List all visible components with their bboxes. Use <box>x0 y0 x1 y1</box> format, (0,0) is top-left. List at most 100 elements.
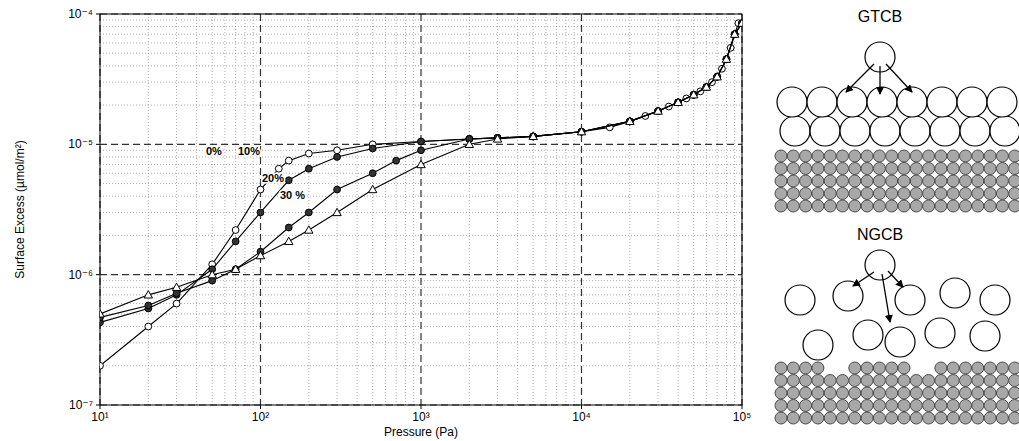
series-marker <box>655 108 662 115</box>
adsorbate-molecule <box>803 330 833 360</box>
substrate-atom <box>1009 200 1019 212</box>
substrate-atom <box>960 150 972 162</box>
x-tick-label: 10⁵ <box>733 410 751 424</box>
substrate-atom <box>886 188 898 200</box>
substrate-atom <box>861 400 873 412</box>
substrate-atom <box>1009 150 1019 162</box>
minor-grid-x <box>533 14 534 405</box>
substrate-atom <box>1009 188 1019 200</box>
series-line <box>100 23 742 314</box>
minor-grid-x <box>706 14 707 405</box>
series-marker <box>393 157 400 164</box>
substrate-atom <box>824 400 836 412</box>
substrate-atom <box>873 175 885 187</box>
series-marker <box>530 133 537 140</box>
substrate-atom <box>775 150 787 162</box>
grid-line-y <box>100 274 742 275</box>
substrate-atom <box>996 387 1008 399</box>
substrate-atom <box>886 163 898 175</box>
minor-grid-y <box>100 287 742 288</box>
series-marker <box>418 138 425 145</box>
y-tick <box>96 274 100 275</box>
substrate-atom <box>812 412 824 424</box>
series-marker <box>690 91 697 98</box>
series-marker <box>418 138 425 145</box>
minor-grid-x <box>235 14 236 405</box>
substrate-atom <box>947 387 959 399</box>
substrate-atom <box>947 150 959 162</box>
x-tick <box>742 405 743 409</box>
adsorbate-molecule <box>780 116 810 146</box>
adsorbate-molecule <box>833 281 863 311</box>
y-tick <box>96 144 100 145</box>
substrate-atom <box>935 375 947 387</box>
series-marker <box>232 227 239 234</box>
substrate-atom <box>800 375 812 387</box>
series-marker <box>626 117 634 124</box>
substrate-atom <box>787 400 799 412</box>
substrate-atom <box>837 163 849 175</box>
x-tick-label: 10¹ <box>91 410 108 424</box>
adsorbate-molecule <box>990 116 1019 146</box>
substrate-atom <box>996 200 1008 212</box>
series-marker <box>731 31 738 38</box>
minor-grid-x <box>396 14 397 405</box>
minor-grid-x <box>385 14 386 405</box>
series-marker <box>578 128 585 135</box>
substrate-atom <box>960 387 972 399</box>
minor-grid-x <box>726 14 727 405</box>
minor-grid-x <box>196 14 197 405</box>
adsorbate-molecule <box>867 87 897 117</box>
x-tick-label: 10³ <box>412 410 429 424</box>
substrate-atom <box>972 188 984 200</box>
substrate-atom <box>861 375 873 387</box>
substrate-atom <box>947 188 959 200</box>
interaction-arrow <box>879 66 880 94</box>
series-marker <box>494 135 501 142</box>
series-marker <box>739 20 742 27</box>
series-marker <box>369 170 376 177</box>
substrate-atom <box>873 163 885 175</box>
adsorbate-molecule <box>970 321 1000 351</box>
substrate-atom <box>1009 400 1019 412</box>
series-marker <box>730 30 738 37</box>
substrate-atom <box>837 200 849 212</box>
substrate-atom <box>775 362 787 374</box>
substrate-atom <box>984 200 996 212</box>
substrate-atom <box>923 150 935 162</box>
substrate-atom <box>824 200 836 212</box>
substrate-atom <box>947 400 959 412</box>
substrate-atom <box>935 163 947 175</box>
substrate-atom <box>812 400 824 412</box>
series-marker <box>334 147 341 154</box>
minor-grid-x <box>556 14 557 405</box>
substrate-atom <box>972 412 984 424</box>
series-marker <box>731 31 738 38</box>
substrate-atom <box>910 175 922 187</box>
substrate-atom <box>947 412 959 424</box>
substrate-atom <box>1009 175 1019 187</box>
substrate-atom <box>787 387 799 399</box>
adsorbate-molecule <box>870 116 900 146</box>
minor-grid-x <box>253 14 254 405</box>
grid <box>100 14 742 405</box>
minor-grid-y <box>100 65 742 66</box>
series-marker <box>305 165 312 172</box>
adsorbate-molecule <box>987 87 1017 117</box>
substrate-atom <box>935 200 947 212</box>
substrate-atom <box>910 412 922 424</box>
substrate-atom <box>935 387 947 399</box>
substrate-atom <box>886 362 898 374</box>
minor-grid-x <box>224 14 225 405</box>
series-marker <box>145 323 152 330</box>
diagram-title: GTCB <box>858 8 902 25</box>
substrate-atom <box>972 387 984 399</box>
substrate-atom <box>873 200 885 212</box>
substrate-atom <box>898 150 910 162</box>
substrate-atom <box>873 412 885 424</box>
series-marker <box>529 132 537 139</box>
series-marker <box>626 118 633 125</box>
substrate-atom <box>873 400 885 412</box>
minor-grid-x <box>693 14 694 405</box>
substrate-atom <box>960 188 972 200</box>
